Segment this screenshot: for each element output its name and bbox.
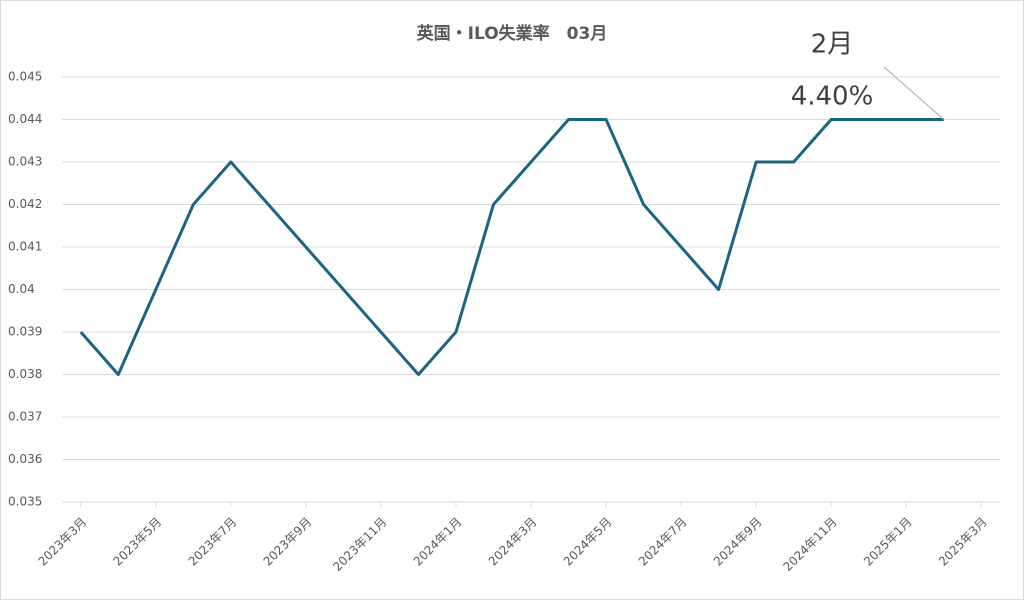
y-tick-label: 0.041 [8, 240, 42, 254]
annotation-leader [883, 66, 945, 120]
y-tick-label: 0.045 [8, 70, 42, 84]
y-tick-label: 0.037 [8, 410, 42, 424]
y-tick-label: 0.04 [8, 282, 35, 296]
y-tick-label: 0.038 [8, 367, 42, 381]
y-tick-label: 0.044 [8, 112, 42, 126]
y-tick-label: 0.035 [8, 495, 42, 509]
y-tick-label: 0.042 [8, 197, 42, 211]
y-tick-label: 0.043 [8, 155, 42, 169]
annotation-text: 4.40% [791, 82, 874, 112]
y-tick-label: 0.036 [8, 452, 42, 466]
line-series [79, 118, 944, 376]
annotation-text: 2月 [811, 30, 854, 60]
y-tick-label: 0.039 [8, 325, 42, 339]
chart-title: 英国・ILO失業率 03月 [417, 23, 608, 44]
